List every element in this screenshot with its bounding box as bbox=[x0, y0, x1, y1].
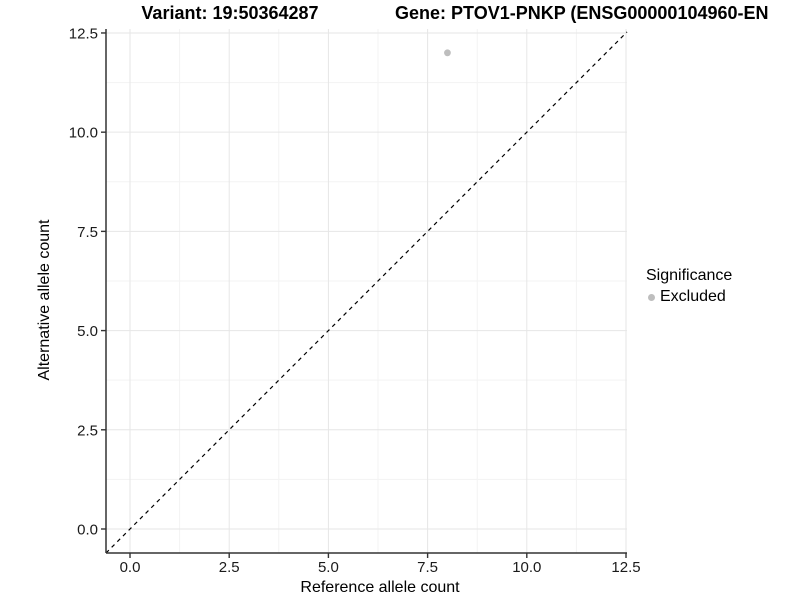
x-tick-label: 0.0 bbox=[120, 559, 141, 576]
legend: Significance Excluded bbox=[646, 267, 732, 307]
identity-line bbox=[105, 31, 628, 554]
x-tick-label: 12.5 bbox=[611, 559, 640, 576]
y-tick-label: 0.0 bbox=[77, 521, 98, 538]
plot-title-gene: Gene: PTOV1-PNKP (ENSG00000104960-EN bbox=[395, 3, 769, 23]
legend-title: Significance bbox=[646, 267, 733, 284]
legend-item-label: Excluded bbox=[660, 288, 726, 305]
y-tick-label: 12.5 bbox=[69, 25, 98, 42]
data-point bbox=[444, 49, 451, 57]
x-tick-label: 7.5 bbox=[417, 559, 438, 576]
legend-key-dot-icon bbox=[648, 293, 655, 301]
x-axis-title: Reference allele count bbox=[300, 579, 460, 596]
plot-title-variant: Variant: 19:50364287 bbox=[141, 3, 319, 23]
y-tick-label: 2.5 bbox=[77, 422, 98, 439]
y-tick-label: 7.5 bbox=[77, 224, 98, 241]
legend-item-excluded: Excluded bbox=[646, 287, 732, 307]
y-tick-label: 10.0 bbox=[69, 125, 98, 142]
x-tick-label: 5.0 bbox=[318, 559, 339, 576]
x-tick-label: 10.0 bbox=[512, 559, 541, 576]
x-tick-label: 2.5 bbox=[219, 559, 240, 576]
y-tick-label: 5.0 bbox=[77, 323, 98, 340]
